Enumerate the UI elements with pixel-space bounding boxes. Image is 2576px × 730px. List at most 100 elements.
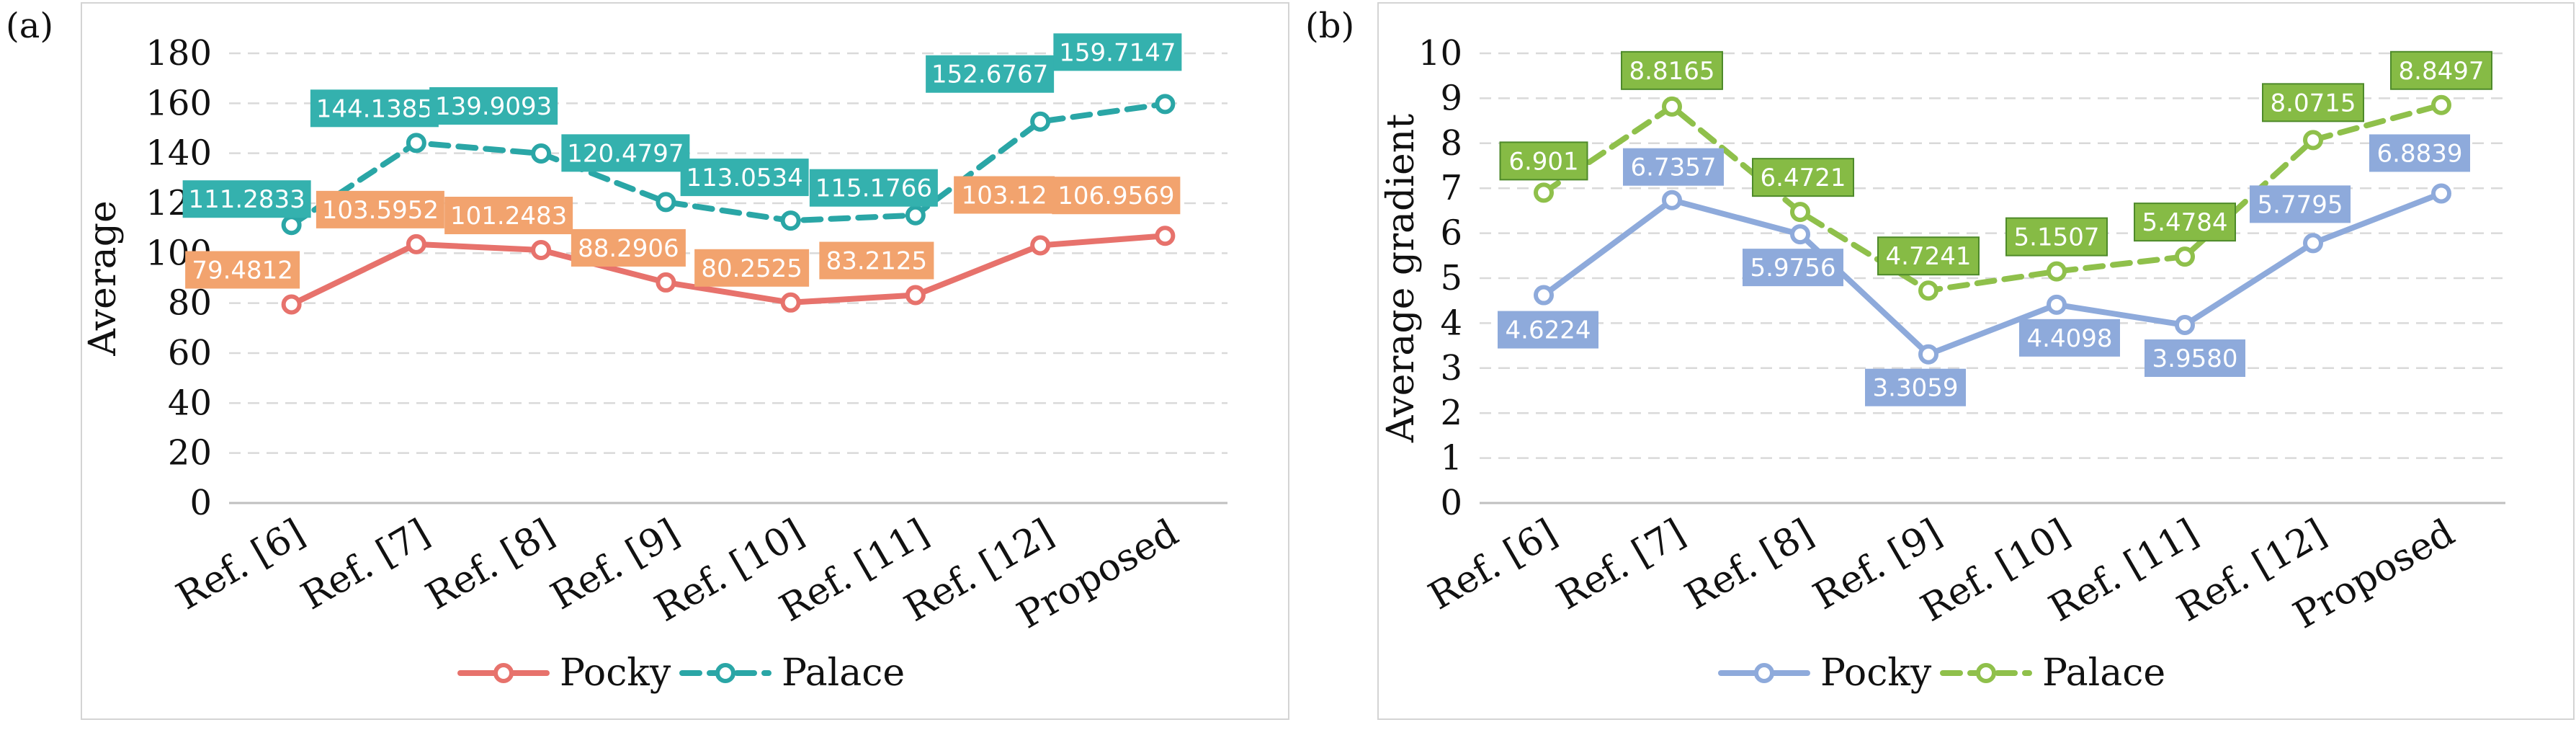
data-label-palace: 139.9093 bbox=[429, 86, 558, 125]
y-tick-label: 10 bbox=[1418, 33, 1462, 74]
y-tick-label: 8 bbox=[1440, 123, 1462, 164]
data-label-palace: 115.1766 bbox=[809, 169, 938, 207]
data-label-palace: 6.4721 bbox=[1752, 158, 1854, 197]
y-tick-label: 4 bbox=[1440, 303, 1462, 343]
data-point-pocky bbox=[2175, 315, 2195, 336]
data-label-box bbox=[2262, 83, 2364, 123]
data-label-box bbox=[2250, 185, 2351, 223]
data-label-text: 113.0534 bbox=[687, 164, 803, 192]
chart-frame bbox=[81, 2, 1289, 720]
y-tick-label: 7 bbox=[1440, 168, 1462, 208]
data-label-palace: 6.901 bbox=[1499, 141, 1588, 181]
data-label-pocky: 103.5952 bbox=[316, 190, 444, 228]
data-label-pocky: 101.2483 bbox=[444, 197, 573, 235]
y-tick-label: 140 bbox=[146, 133, 212, 174]
data-point-palace bbox=[2175, 246, 2195, 267]
legend-swatch-marker bbox=[715, 663, 735, 683]
data-point-pocky bbox=[2047, 294, 2067, 315]
data-label-box bbox=[444, 197, 573, 235]
data-point-pocky bbox=[1030, 235, 1051, 256]
data-label-box bbox=[1752, 158, 1854, 197]
series-line-palace bbox=[288, 101, 1168, 228]
data-label-palace: 144.1385 bbox=[310, 89, 439, 128]
data-label-text: 5.7795 bbox=[2258, 190, 2343, 219]
data-label-text: 111.2833 bbox=[189, 185, 305, 214]
data-point-pocky bbox=[406, 233, 426, 254]
y-tick-label: 40 bbox=[168, 383, 212, 423]
data-label-text: 103.12 bbox=[962, 182, 1047, 210]
legend-label: Palace bbox=[2042, 651, 2165, 695]
data-label-box bbox=[2390, 50, 2492, 90]
data-label-text: 101.2483 bbox=[450, 202, 567, 231]
data-label-box bbox=[561, 134, 690, 172]
legend-item-palace: Palace bbox=[679, 651, 905, 695]
data-label-text: 83.2125 bbox=[826, 247, 928, 276]
data-label-box bbox=[1499, 141, 1588, 181]
data-label-text: 80.2525 bbox=[701, 254, 802, 283]
data-label-text: 8.0715 bbox=[2271, 89, 2356, 117]
data-label-pocky: 106.9569 bbox=[1052, 177, 1181, 215]
y-tick-label: 2 bbox=[1440, 393, 1462, 433]
series-line-palace bbox=[1541, 102, 2444, 294]
data-label-box bbox=[1623, 148, 1724, 186]
data-point-pocky bbox=[1918, 344, 1938, 365]
data-label-box bbox=[1865, 368, 1966, 406]
data-label-box bbox=[1621, 50, 1723, 90]
data-label-box bbox=[185, 251, 300, 289]
data-label-pocky: 83.2125 bbox=[819, 241, 934, 280]
data-point-pocky bbox=[656, 272, 676, 293]
y-tick-label: 5 bbox=[1440, 258, 1462, 298]
data-label-box bbox=[1743, 249, 1843, 287]
data-label-palace: 5.4784 bbox=[2134, 202, 2236, 242]
legend-label: Pocky bbox=[560, 651, 671, 695]
legend-swatch-marker bbox=[1976, 663, 1996, 683]
data-label-text: 8.8497 bbox=[2399, 57, 2485, 86]
data-label-box bbox=[2019, 319, 2120, 357]
panel-label: (b) bbox=[1305, 6, 1354, 46]
data-point-pocky bbox=[281, 294, 302, 315]
data-label-pocky: 5.7795 bbox=[2250, 185, 2351, 223]
panel-label: (a) bbox=[6, 6, 53, 46]
data-point-pocky bbox=[1155, 226, 1176, 246]
data-label-box bbox=[1877, 236, 1980, 276]
data-label-pocky: 6.7357 bbox=[1623, 148, 1724, 186]
y-tick-label: 180 bbox=[146, 33, 212, 74]
data-label-text: 3.3059 bbox=[1873, 374, 1959, 403]
data-point-palace bbox=[281, 215, 302, 236]
data-label-palace: 8.8497 bbox=[2390, 50, 2492, 90]
legend-swatch-marker bbox=[493, 663, 514, 683]
data-point-pocky bbox=[2303, 233, 2323, 254]
data-label-text: 139.9093 bbox=[435, 92, 552, 121]
y-tick-label: 20 bbox=[168, 433, 212, 473]
data-point-palace bbox=[656, 192, 676, 213]
data-label-palace: 4.7241 bbox=[1877, 236, 1980, 276]
data-point-palace bbox=[1662, 96, 1682, 117]
data-point-pocky bbox=[1534, 285, 1554, 306]
data-label-box bbox=[2134, 202, 2236, 242]
legend-label: Palace bbox=[782, 651, 905, 695]
data-point-palace bbox=[905, 205, 926, 226]
data-label-pocky: 79.4812 bbox=[185, 251, 300, 289]
data-point-palace bbox=[1790, 202, 1810, 223]
data-label-box bbox=[2005, 217, 2108, 257]
data-label-pocky: 88.2906 bbox=[571, 228, 686, 267]
data-point-pocky bbox=[905, 285, 926, 306]
y-tick-label: 6 bbox=[1440, 213, 1462, 254]
y-tick-label: 9 bbox=[1440, 78, 1462, 118]
data-label-box bbox=[1498, 311, 1598, 349]
legend: Pocky Palace bbox=[1718, 651, 2165, 695]
data-point-pocky bbox=[780, 292, 801, 313]
data-point-palace bbox=[406, 133, 426, 153]
legend-item-pocky: Pocky bbox=[457, 651, 671, 695]
y-tick-label: 0 bbox=[1440, 483, 1462, 523]
data-label-box bbox=[809, 169, 938, 207]
data-label-palace: 8.0715 bbox=[2262, 83, 2364, 123]
data-label-box bbox=[2145, 339, 2245, 378]
y-tick-label: 160 bbox=[146, 83, 212, 123]
data-label-box bbox=[819, 241, 934, 280]
data-label-text: 4.7241 bbox=[1886, 242, 1972, 271]
data-label-text: 79.4812 bbox=[192, 256, 293, 285]
data-label-text: 152.6767 bbox=[931, 61, 1048, 89]
